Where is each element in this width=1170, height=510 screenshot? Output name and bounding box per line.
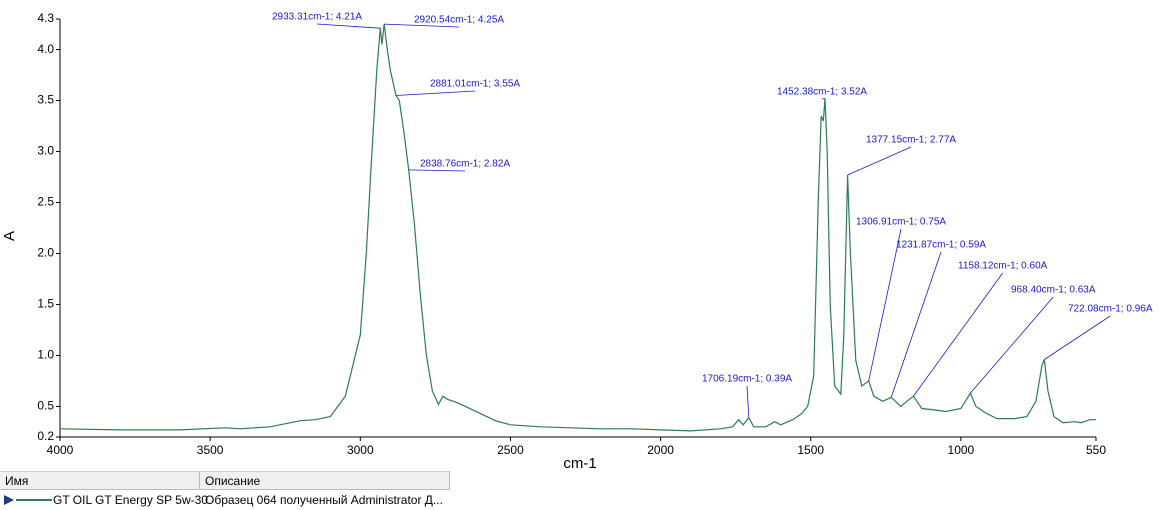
y-tick-label: 0.5 xyxy=(37,399,54,413)
annotation-label: 2838.76cm-1; 2.82A xyxy=(420,159,510,170)
legend-name[interactable]: GT OIL GT Energy SP 5w-30 xyxy=(53,493,208,507)
annotation-label: 1231.87cm-1; 0.59A xyxy=(896,240,986,251)
annotation-leader xyxy=(317,23,381,29)
y-tick-label: 0.2 xyxy=(37,429,54,443)
annotation-leader xyxy=(395,90,476,96)
legend-table: Имя Описание GT OIL GT Energy SP 5w-30 О… xyxy=(0,471,1170,510)
y-tick-label: 4.0 xyxy=(37,42,54,56)
annotation-label: 2881.01cm-1; 3.55A xyxy=(430,79,520,90)
x-tick-label: 1000 xyxy=(948,443,975,457)
annotation-leader xyxy=(1044,315,1111,360)
annotation-leader xyxy=(890,251,942,398)
y-axis-label: A xyxy=(1,231,18,241)
annotation-label: 2933.31cm-1; 4.21A xyxy=(272,12,362,23)
x-tick-label: 3500 xyxy=(197,443,224,457)
series-icon xyxy=(4,495,52,505)
annotation-label: 1158.12cm-1; 0.60A xyxy=(958,261,1048,272)
annotation-label: 1377.15cm-1; 2.77A xyxy=(866,135,956,146)
x-tick-label: 4000 xyxy=(47,443,74,457)
column-header[interactable]: Имя xyxy=(0,471,200,490)
y-tick-label: 1.0 xyxy=(37,348,54,362)
y-tick-label: 1.5 xyxy=(37,297,54,311)
y-tick-label: 4.3 xyxy=(37,11,54,25)
column-header[interactable]: Описание xyxy=(200,471,450,490)
annotation-leader xyxy=(970,296,1054,394)
annotation-leader xyxy=(384,23,460,28)
annotation-leader xyxy=(847,146,912,176)
annotation-label: 1306.91cm-1; 0.75A xyxy=(856,217,946,228)
y-tick-label: 2.0 xyxy=(37,246,54,260)
row-arrow xyxy=(4,495,14,505)
x-tick-label: 2000 xyxy=(647,443,674,457)
annotation-label: 722.08cm-1; 0.96A xyxy=(1068,304,1153,315)
spectrum-line xyxy=(59,24,1096,432)
annotation-leader xyxy=(913,272,1003,397)
annotation-leader xyxy=(408,169,466,172)
y-tick-label: 3.5 xyxy=(37,93,54,107)
x-tick-label: 3000 xyxy=(347,443,374,457)
x-axis-label: cm-1 xyxy=(563,455,596,470)
annotation-label: 1452.38cm-1; 3.52A xyxy=(777,87,867,98)
annotation-label: 1706.19cm-1; 0.39A xyxy=(702,374,792,385)
annotation-label: 2920.54cm-1; 4.25A xyxy=(414,15,504,26)
chart: cm-1 A 0.2 0.5 1.0 1.5 2.0 2.5 3.0 3.5 4.0 4.3 400… xyxy=(1,11,1153,470)
annotation-leader xyxy=(868,228,902,382)
annotation-leader xyxy=(746,385,750,418)
x-tick-label: 1500 xyxy=(797,443,824,457)
y-tick-label: 3.0 xyxy=(37,144,54,158)
y-tick-label: 2.5 xyxy=(37,195,54,209)
legend-description[interactable]: Образец 064 полученный Administrator Д..… xyxy=(205,493,443,507)
x-tick-label: 2500 xyxy=(497,443,524,457)
x-tick-label: 550 xyxy=(1086,443,1106,457)
annotation-label: 968.40cm-1; 0.63A xyxy=(1011,285,1096,296)
